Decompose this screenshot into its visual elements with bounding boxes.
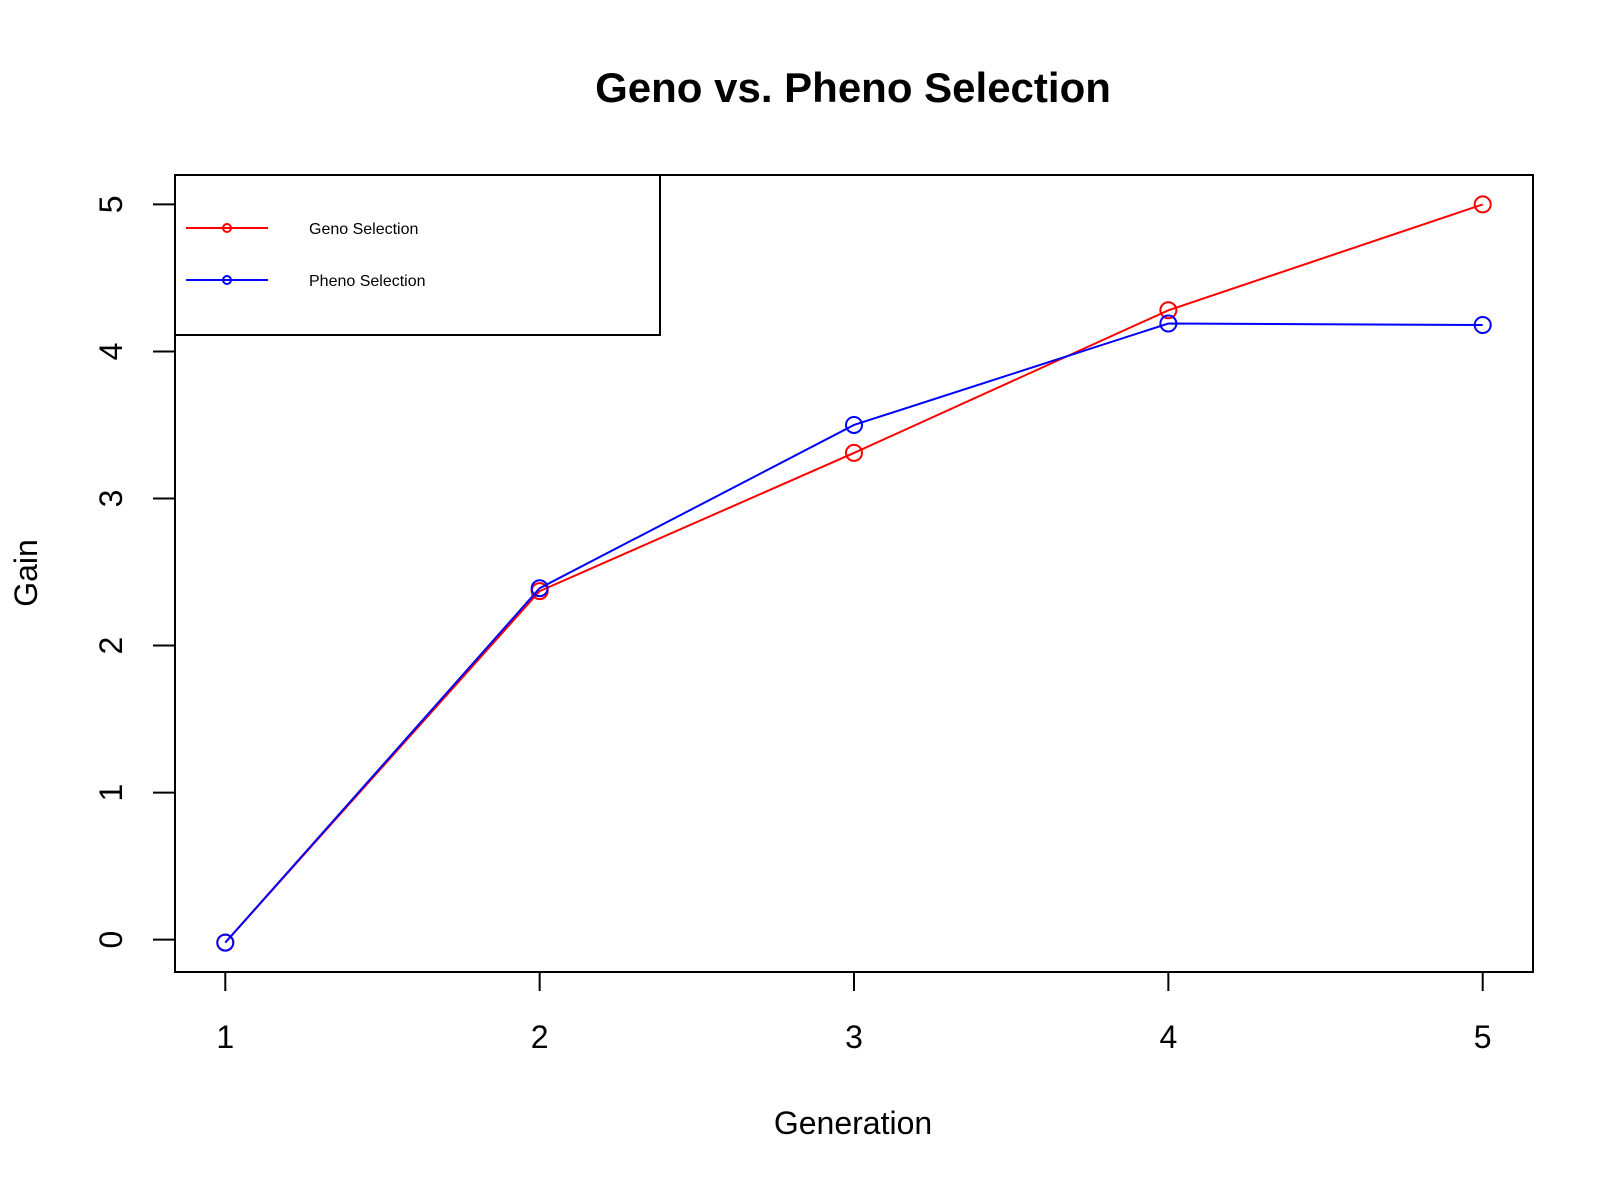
x-tick-label: 5 [1474,1019,1492,1055]
x-axis-label: Generation [774,1105,932,1141]
y-tick-label: 4 [93,343,129,361]
x-tick-label: 4 [1159,1019,1177,1055]
y-tick-label: 5 [93,196,129,214]
data-point [1159,314,1178,333]
series-line [224,203,1484,944]
data-point [1159,301,1178,320]
y-tick-label: 0 [93,931,129,949]
x-tick-label: 3 [845,1019,863,1055]
x-tick-label: 1 [216,1019,234,1055]
legend: Geno Selection Pheno Selection [174,174,661,336]
legend-label: Pheno Selection [309,273,426,290]
legend-items: Geno Selection Pheno Selection [186,221,426,290]
y-tick-label: 3 [93,490,129,508]
chart-title: Geno vs. Pheno Selection [595,64,1111,111]
legend-box [174,174,661,336]
data-point [845,415,863,434]
data-point [1473,195,1492,214]
series-line [224,322,1483,944]
legend-marker [222,223,232,233]
y-axis-label: Gain [8,539,44,607]
data-point [216,933,235,952]
y-tick-label: 2 [93,637,129,655]
y-axis: 0 1 2 3 4 5 [93,196,175,949]
series-layer [216,195,1492,952]
data-point [1473,315,1492,334]
data-point [530,579,549,598]
x-tick-label: 2 [531,1019,549,1055]
legend-label: Geno Selection [309,221,418,238]
y-tick-label: 1 [93,784,129,802]
data-point [845,443,863,462]
x-axis: 1 2 3 4 5 [216,972,1492,1055]
legend-marker [222,275,232,285]
